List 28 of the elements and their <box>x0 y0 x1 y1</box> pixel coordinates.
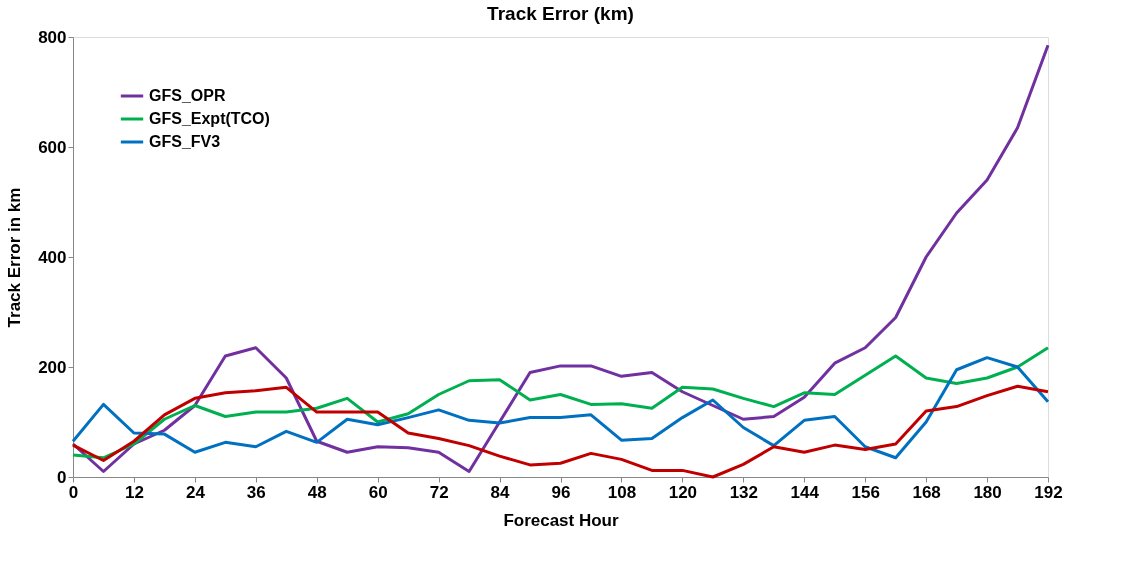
x-tick-label: 48 <box>307 482 327 502</box>
x-tick-label: 120 <box>668 482 698 502</box>
x-tick-label: 180 <box>973 482 1002 502</box>
x-tick-label: 96 <box>551 482 571 502</box>
x-tick-label: 144 <box>790 482 820 502</box>
x-tick-label: 84 <box>490 482 511 502</box>
x-tick-label: 12 <box>124 482 144 502</box>
x-tick-label: 168 <box>912 482 941 502</box>
y-tick-label: 600 <box>38 137 67 157</box>
y-tick-label: 400 <box>38 247 67 267</box>
x-tick-label: 132 <box>729 482 758 502</box>
y-tick-label: 800 <box>38 27 67 47</box>
x-tick-label: 60 <box>368 482 388 502</box>
x-axis-title: Forecast Hour <box>503 510 620 530</box>
y-axis-title: Track Error in km <box>5 187 25 328</box>
x-tick-label: 36 <box>246 482 266 502</box>
x-tick-label: 72 <box>429 482 449 502</box>
legend-label: GFS_Expt(TCO) <box>149 110 270 127</box>
x-tick-label: 108 <box>607 482 637 502</box>
y-tick-label: 200 <box>38 357 67 377</box>
x-tick-label: 24 <box>185 482 206 502</box>
x-tick-label: 192 <box>1034 482 1063 502</box>
legend-label: GFS_FV3 <box>149 133 221 150</box>
y-tick-label: 0 <box>57 467 67 487</box>
x-tick-label: 156 <box>851 482 880 502</box>
legend-label: GFS_OPR <box>149 87 226 104</box>
chart-title: Track Error (km) <box>487 3 634 24</box>
line-series <box>71 43 1050 473</box>
